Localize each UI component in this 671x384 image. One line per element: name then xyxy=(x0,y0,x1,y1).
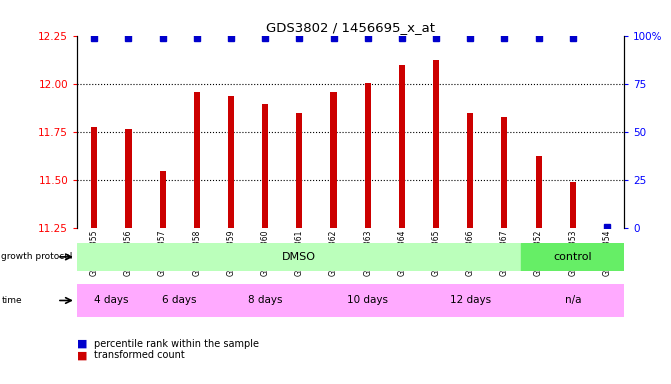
Text: percentile rank within the sample: percentile rank within the sample xyxy=(94,339,259,349)
Bar xyxy=(604,227,610,228)
Bar xyxy=(146,284,214,317)
Bar xyxy=(77,284,146,317)
Text: 4 days: 4 days xyxy=(94,295,129,306)
Text: 6 days: 6 days xyxy=(162,295,197,306)
Bar xyxy=(228,96,234,228)
Bar xyxy=(419,284,521,317)
Text: ■: ■ xyxy=(77,339,88,349)
Text: ■: ■ xyxy=(77,350,88,360)
Bar xyxy=(535,156,541,228)
Text: n/a: n/a xyxy=(564,295,581,306)
Text: growth protocol: growth protocol xyxy=(1,252,72,262)
Bar xyxy=(262,104,268,228)
Bar xyxy=(160,171,166,228)
Bar xyxy=(521,243,624,271)
Bar xyxy=(125,129,132,228)
Bar xyxy=(297,113,303,228)
Bar xyxy=(570,182,576,228)
Text: time: time xyxy=(1,296,22,305)
Bar xyxy=(399,65,405,228)
Bar xyxy=(364,83,371,228)
Bar xyxy=(214,284,317,317)
Text: DMSO: DMSO xyxy=(282,252,316,262)
Bar xyxy=(521,284,624,317)
Bar xyxy=(330,92,337,228)
Bar xyxy=(433,60,439,228)
Text: transformed count: transformed count xyxy=(94,350,185,360)
Bar xyxy=(501,117,507,228)
Title: GDS3802 / 1456695_x_at: GDS3802 / 1456695_x_at xyxy=(266,21,435,34)
Text: 12 days: 12 days xyxy=(450,295,491,306)
Bar xyxy=(194,92,200,228)
Text: control: control xyxy=(554,252,592,262)
Bar xyxy=(317,284,419,317)
Text: 10 days: 10 days xyxy=(347,295,389,306)
Bar xyxy=(467,113,473,228)
Bar xyxy=(77,243,521,271)
Text: 8 days: 8 days xyxy=(248,295,282,306)
Bar xyxy=(91,127,97,228)
